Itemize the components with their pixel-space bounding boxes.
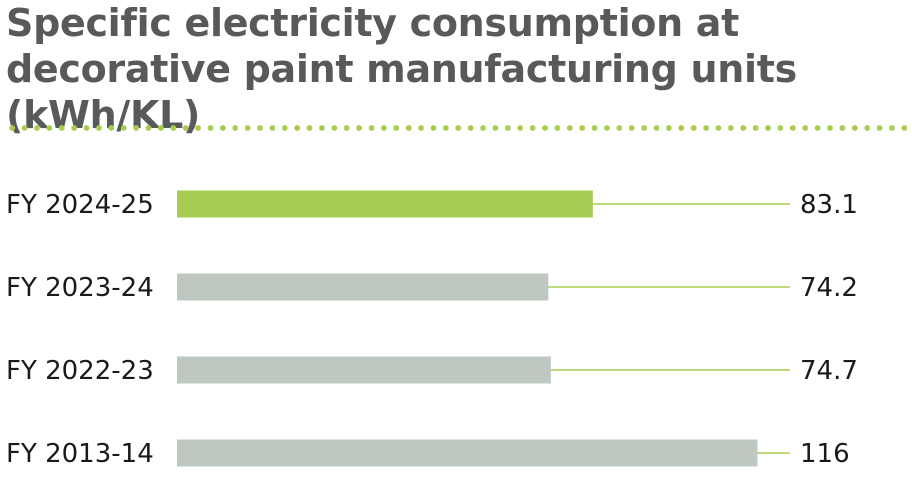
category-label: FY 2024-25 — [6, 190, 154, 220]
bar — [177, 356, 551, 384]
bar — [177, 190, 593, 218]
chart-title: Specific electricity consumption at deco… — [6, 1, 797, 137]
value-label: 74.2 — [800, 273, 858, 303]
value-label: 116 — [800, 439, 850, 469]
dotted-divider — [6, 123, 912, 133]
bar — [177, 439, 758, 467]
value-label: 83.1 — [800, 190, 858, 220]
category-label: FY 2013-14 — [6, 439, 154, 469]
category-label: FY 2022-23 — [6, 356, 154, 386]
bar — [177, 273, 549, 301]
category-label: FY 2023-24 — [6, 273, 154, 303]
value-label: 74.7 — [800, 356, 858, 386]
